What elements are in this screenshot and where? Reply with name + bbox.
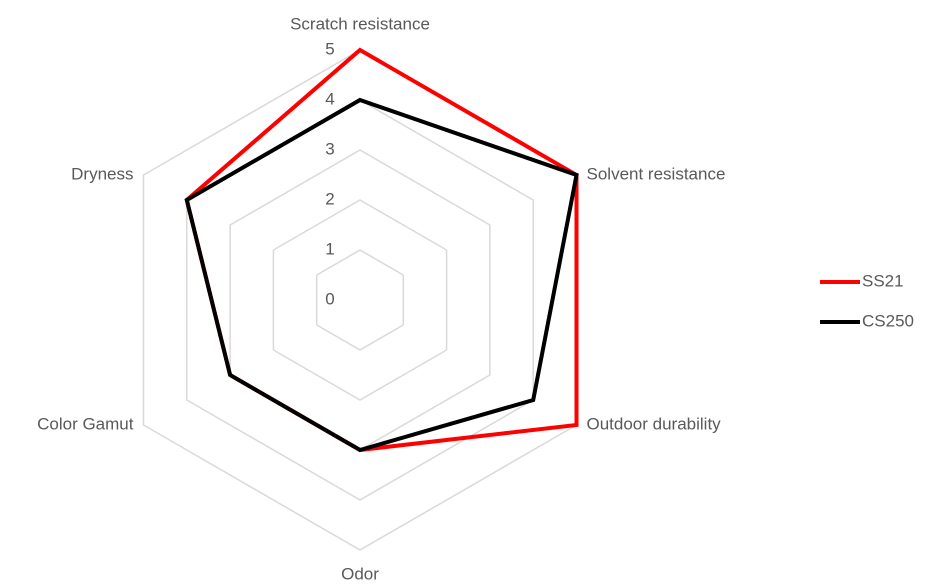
grid-ring (272, 199, 448, 401)
legend-label: SS21 (862, 271, 904, 290)
grid-ring (142, 49, 578, 551)
r-tick-label: 0 (325, 289, 334, 308)
legend-label: CS250 (862, 311, 914, 330)
r-tick-label: 2 (325, 189, 334, 208)
r-tick-label: 5 (325, 39, 334, 58)
grid-ring (229, 149, 491, 451)
category-label: Solvent resistance (587, 164, 726, 183)
category-label: Scratch resistance (290, 14, 430, 33)
r-tick-label: 3 (325, 139, 334, 158)
grid-ring (186, 99, 534, 501)
r-tick-label: 4 (325, 89, 334, 108)
category-label: Odor (341, 564, 379, 583)
category-label: Dryness (71, 164, 133, 183)
series-line (184, 47, 579, 453)
r-tick-label: 1 (325, 239, 334, 258)
category-label: Color Gamut (37, 414, 134, 433)
category-label: Outdoor durability (587, 414, 722, 433)
series-line (184, 97, 579, 453)
grid-ring (315, 249, 405, 351)
